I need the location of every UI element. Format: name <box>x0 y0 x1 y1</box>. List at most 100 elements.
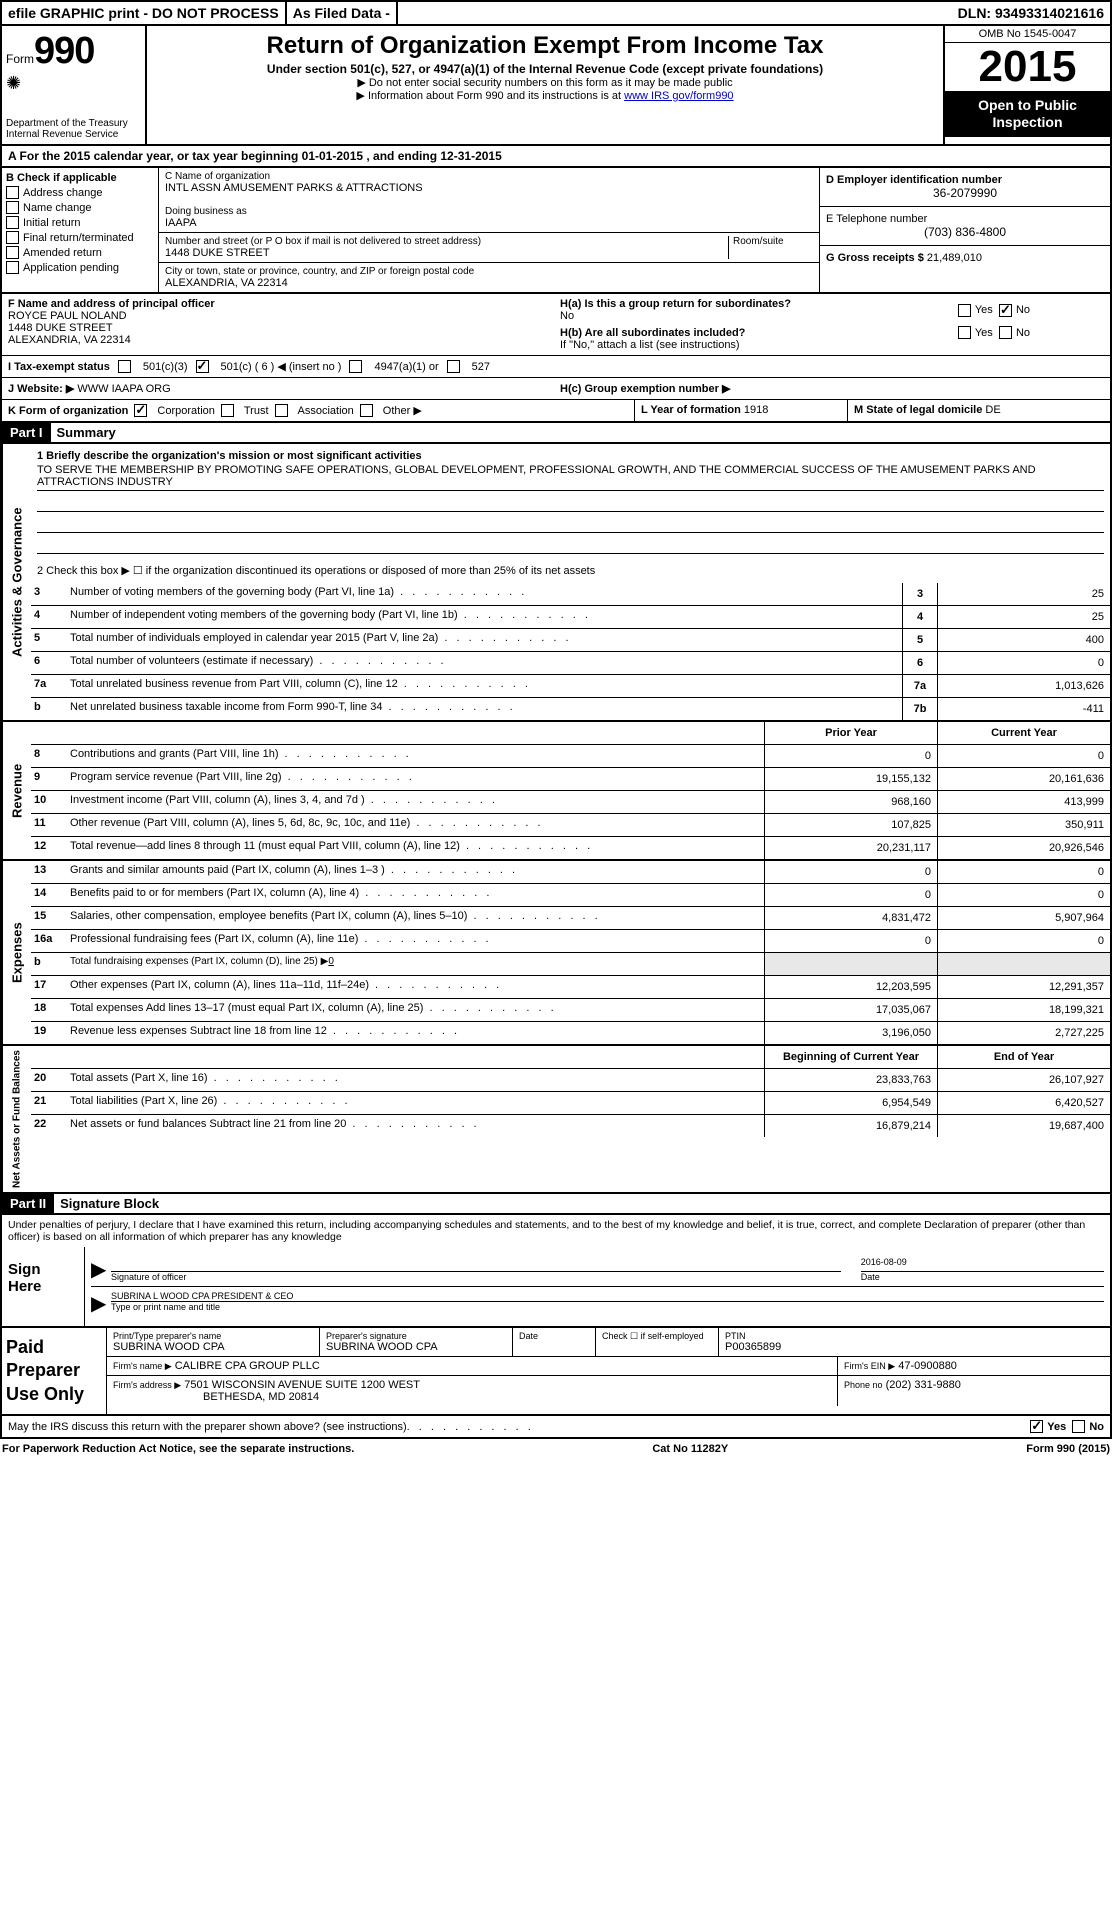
row-num: 19 <box>31 1022 67 1044</box>
hb-yes-box[interactable] <box>958 326 971 339</box>
k-trust-box[interactable] <box>221 404 234 417</box>
summary-row: 20 Total assets (Part X, line 16) 23,833… <box>31 1069 1110 1092</box>
row-num: 9 <box>31 768 67 790</box>
expenses-tab: Expenses <box>2 861 31 1044</box>
chk-address-change[interactable]: Address change <box>6 186 154 199</box>
omb-number: OMB No 1545-0047 <box>945 26 1110 43</box>
section-a: A For the 2015 calendar year, or tax yea… <box>0 146 1112 168</box>
row-linenum: 6 <box>902 652 937 674</box>
chk-amended-return[interactable]: Amended return <box>6 246 154 259</box>
chk-final-return[interactable]: Final return/terminated <box>6 231 154 244</box>
prior-year-header: Prior Year <box>764 722 937 744</box>
row-prior: 107,825 <box>764 814 937 836</box>
preparer-left-label: Paid Preparer Use Only <box>2 1328 107 1414</box>
inspection-line1: Open to Public <box>947 97 1108 114</box>
prep-name: SUBRINA WOOD CPA <box>113 1341 313 1353</box>
identity-block: B Check if applicable Address change Nam… <box>0 168 1112 294</box>
footer-center: Cat No 11282Y <box>652 1443 728 1455</box>
tax-4947-box[interactable] <box>349 360 362 373</box>
row-prior: 4,831,472 <box>764 907 937 929</box>
firm-city: BETHESDA, MD 20814 <box>203 1391 319 1403</box>
ein-value: 36-2079990 <box>826 186 1104 200</box>
dln-value: 93493314021616 <box>995 5 1104 21</box>
room-label: Room/suite <box>733 236 813 247</box>
prep-date-label: Date <box>519 1331 589 1341</box>
summary-row: 8 Contributions and grants (Part VIII, l… <box>31 745 1110 768</box>
tax-501c3-box[interactable] <box>118 360 131 373</box>
section-j-label: J Website: ▶ <box>8 383 74 395</box>
asfiled-text: As Filed Data - <box>287 2 398 24</box>
phone-value: (703) 836-4800 <box>826 225 1104 239</box>
summary-row: b Total fundraising expenses (Part IX, c… <box>31 953 1110 976</box>
governance-row: 3 Number of voting members of the govern… <box>31 583 1110 606</box>
prep-name-label: Print/Type preparer's name <box>113 1331 313 1341</box>
tax-501c-box[interactable] <box>196 360 209 373</box>
row-desc: Total fundraising expenses (Part IX, col… <box>67 953 764 975</box>
governance-tab: Activities & Governance <box>2 444 31 720</box>
discuss-yes-box[interactable] <box>1030 1420 1043 1433</box>
summary-row: 17 Other expenses (Part IX, column (A), … <box>31 976 1110 999</box>
part-i-header: Part I <box>2 423 51 442</box>
prep-check-label: Check ☐ if self-employed <box>596 1328 719 1356</box>
discuss-no-box[interactable] <box>1072 1420 1085 1433</box>
row-current <box>937 953 1110 975</box>
summary-row: 13 Grants and similar amounts paid (Part… <box>31 861 1110 884</box>
row-current: 19,687,400 <box>937 1115 1110 1137</box>
summary-row: 16a Professional fundraising fees (Part … <box>31 930 1110 953</box>
row-prior: 0 <box>764 930 937 952</box>
tax-527-box[interactable] <box>447 360 460 373</box>
governance-row: b Net unrelated business taxable income … <box>31 698 1110 720</box>
revenue-section: Revenue Prior Year Current Year 8 Contri… <box>0 722 1112 861</box>
hb-note: If "No," attach a list (see instructions… <box>560 339 1030 351</box>
addr-value: 1448 DUKE STREET <box>165 247 728 259</box>
k-other-box[interactable] <box>360 404 373 417</box>
ssn-notice: ▶ Do not enter social security numbers o… <box>151 76 939 89</box>
k-assoc-box[interactable] <box>275 404 288 417</box>
sig-name-label: Type or print name and title <box>111 1302 220 1312</box>
ha-yes-box[interactable] <box>958 304 971 317</box>
row-num: 12 <box>31 837 67 859</box>
row-value: 400 <box>937 629 1110 651</box>
row-prior: 0 <box>764 745 937 767</box>
chk-initial-return[interactable]: Initial return <box>6 216 154 229</box>
row-desc: Contributions and grants (Part VIII, lin… <box>67 745 764 767</box>
row-desc: Program service revenue (Part VIII, line… <box>67 768 764 790</box>
row-desc: Number of independent voting members of … <box>67 606 902 628</box>
row-num: 3 <box>31 583 67 605</box>
form-header: Form990 ✺ Department of the Treasury Int… <box>0 26 1112 146</box>
row-current: 6,420,527 <box>937 1092 1110 1114</box>
firm-ein: 47-0900880 <box>898 1360 957 1372</box>
ptin-label: PTIN <box>725 1331 1104 1341</box>
ha-no-box[interactable] <box>999 304 1012 317</box>
section-k-label: K Form of organization <box>8 405 128 417</box>
governance-row: 4 Number of independent voting members o… <box>31 606 1110 629</box>
row-num: 10 <box>31 791 67 813</box>
row-prior: 12,203,595 <box>764 976 937 998</box>
row-current: 20,926,546 <box>937 837 1110 859</box>
row-num: b <box>31 698 67 720</box>
summary-row: 15 Salaries, other compensation, employe… <box>31 907 1110 930</box>
summary-row: 10 Investment income (Part VIII, column … <box>31 791 1110 814</box>
row-desc: Net unrelated business taxable income fr… <box>67 698 902 720</box>
discuss-row: May the IRS discuss this return with the… <box>0 1416 1112 1439</box>
officer-addr2: ALEXANDRIA, VA 22314 <box>8 334 548 346</box>
dln-cell: DLN: 93493314021616 <box>952 2 1110 24</box>
form-number: 990 <box>34 30 94 72</box>
sig-date: 2016-08-09 <box>861 1257 1104 1272</box>
website-value: WWW IAAPA ORG <box>77 383 170 395</box>
row-num: 5 <box>31 629 67 651</box>
chk-application-pending[interactable]: Application pending <box>6 261 154 274</box>
dba-value: IAAPA <box>165 217 813 229</box>
firm-name-label: Firm's name ▶ <box>113 1361 172 1371</box>
hb-no-box[interactable] <box>999 326 1012 339</box>
line1-label: 1 Briefly describe the organization's mi… <box>37 450 422 462</box>
row-num: 8 <box>31 745 67 767</box>
chk-name-change[interactable]: Name change <box>6 201 154 214</box>
form-subtitle: Under section 501(c), 527, or 4947(a)(1)… <box>151 62 939 76</box>
begin-year-header: Beginning of Current Year <box>764 1046 937 1068</box>
row-current: 12,291,357 <box>937 976 1110 998</box>
irs-link[interactable]: www IRS gov/form990 <box>624 90 733 102</box>
current-year-header: Current Year <box>937 722 1110 744</box>
k-corp-box[interactable] <box>134 404 147 417</box>
part-i-bar: Part I Summary <box>0 423 1112 444</box>
